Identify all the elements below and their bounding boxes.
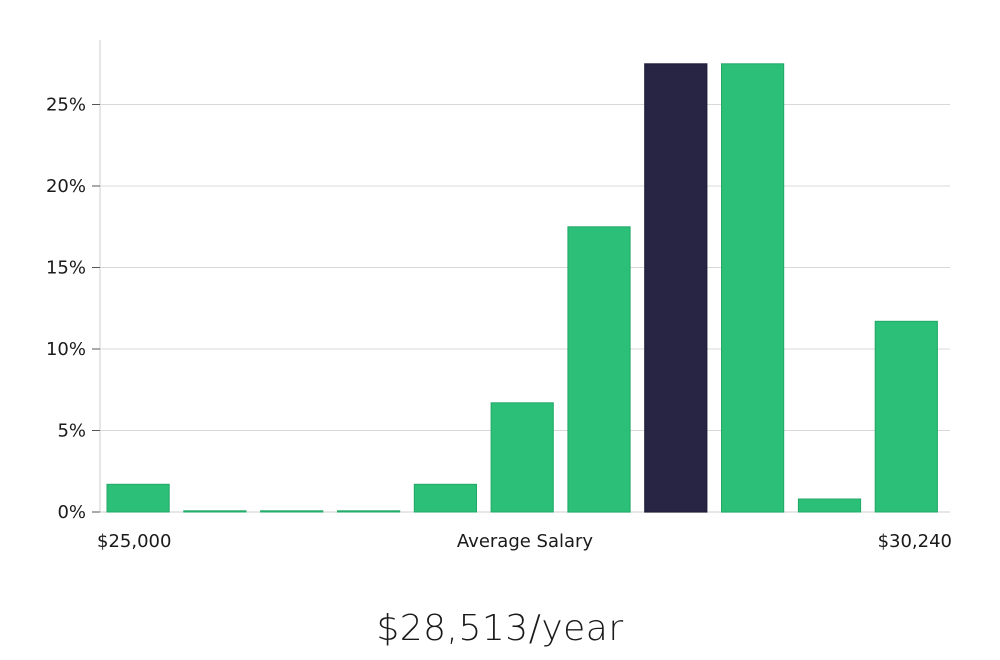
bar [567,226,631,513]
bar [490,402,554,513]
y-tick-label: 10% [46,339,86,360]
bar [874,320,938,513]
x-min-label: $25,000 [97,531,171,552]
x-axis-title: Average Salary [457,531,594,552]
y-tick-label: 5% [57,421,86,442]
bar [337,510,401,513]
bar [797,498,862,513]
y-tick-label: 15% [46,258,86,279]
average-salary-value: $28,513/year [376,608,624,649]
y-tick-label: 0% [57,502,86,523]
bar [260,510,324,513]
x-max-label: $30,240 [878,531,952,552]
bar [183,510,247,513]
salary-histogram: 0%5%10%15%20%25% $25,000 Average Salary … [46,40,952,552]
bar-highlighted [644,63,708,513]
y-tick-labels: 0% 5% 10% 15% 20% 25% [46,95,100,523]
bar [106,483,170,513]
bars [106,63,938,513]
bar [413,483,477,513]
y-tick-label: 20% [46,176,86,197]
y-tick-label: 25% [46,95,86,116]
bar [721,63,785,513]
